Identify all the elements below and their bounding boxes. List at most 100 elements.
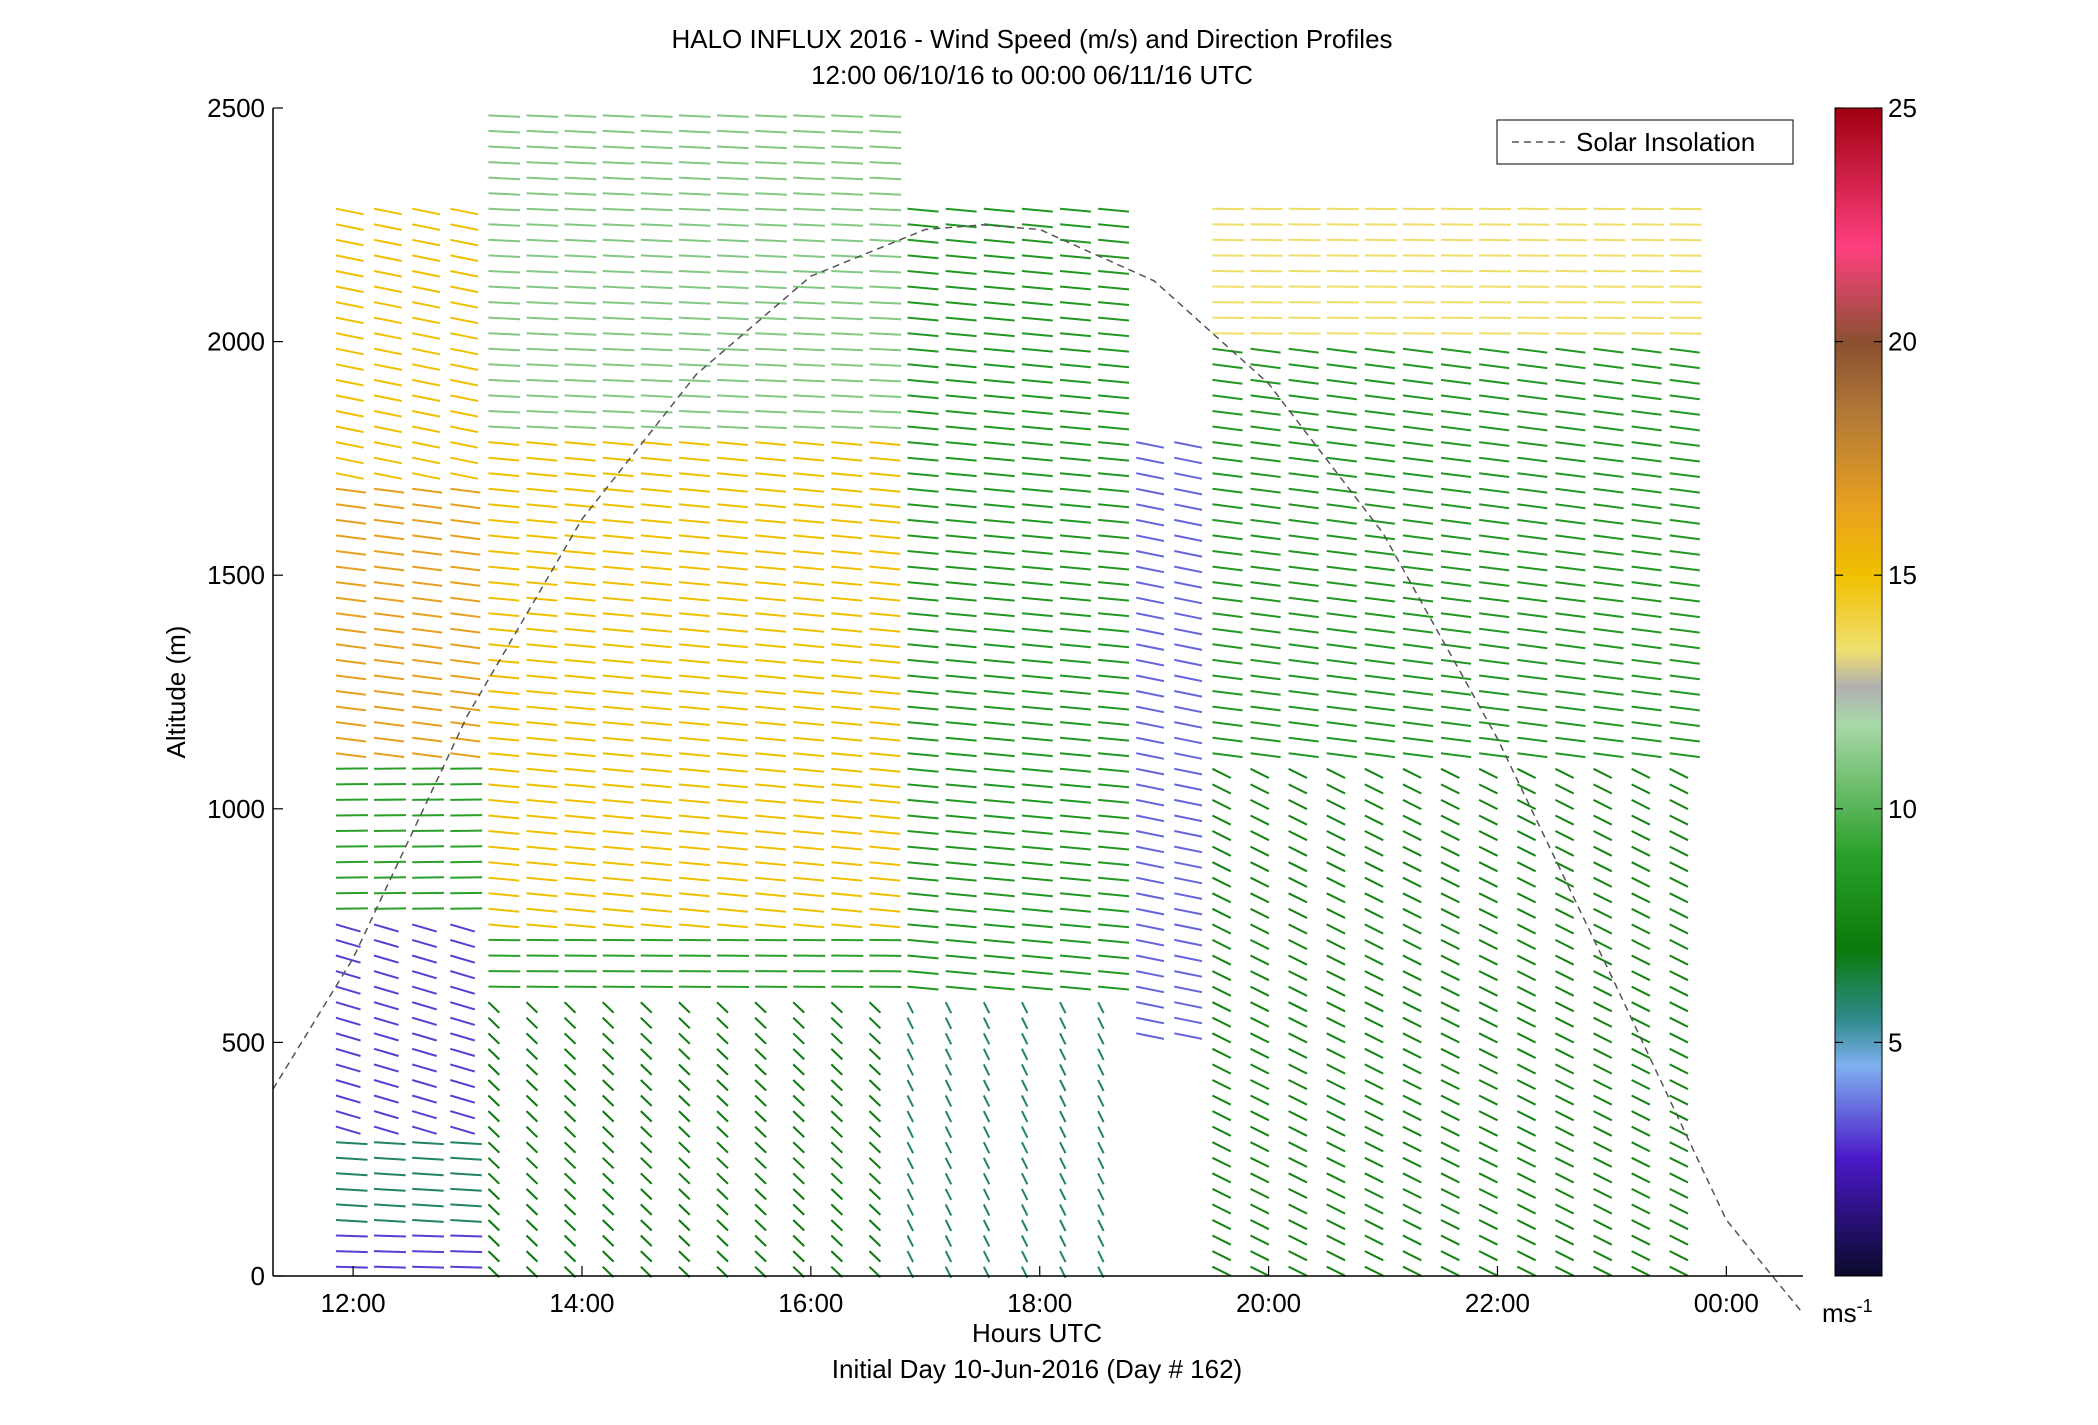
wind-barb — [906, 1219, 914, 1232]
wind-barb — [945, 347, 977, 353]
wind-barb — [1288, 581, 1319, 587]
wind-barb — [1631, 736, 1662, 743]
wind-barb — [945, 830, 977, 835]
wind-barb — [1098, 674, 1130, 680]
wind-barb — [1021, 658, 1053, 664]
wind-barb — [1059, 658, 1091, 664]
wind-barb — [868, 1188, 882, 1201]
wind-barb — [1555, 394, 1586, 401]
wind-barb — [1136, 907, 1165, 916]
wind-barb — [945, 534, 977, 540]
wind-barb — [1631, 612, 1662, 619]
wind-barb — [1059, 378, 1091, 384]
wind-barb — [716, 534, 748, 540]
wind-barb — [1593, 550, 1624, 556]
wind-barb — [945, 674, 977, 680]
wind-barb — [1593, 690, 1624, 696]
wind-barb — [1021, 1001, 1029, 1014]
wind-barb — [793, 425, 825, 430]
wind-barb — [792, 1032, 805, 1045]
wind-barb — [412, 472, 441, 480]
wind-barb — [412, 627, 443, 634]
wind-barb — [831, 596, 863, 602]
wind-barb — [1402, 1047, 1422, 1059]
wind-barb — [1211, 1047, 1232, 1059]
wind-barb — [640, 1001, 653, 1014]
wind-barb — [1364, 674, 1396, 681]
wind-barb — [411, 1094, 437, 1104]
wind-barb — [1440, 425, 1472, 432]
wind-barb — [1059, 1032, 1067, 1045]
wind-barb — [1364, 347, 1396, 354]
wind-barb — [982, 1188, 991, 1201]
wind-barb — [869, 161, 902, 165]
wind-barb — [983, 798, 1015, 804]
wind-barb — [716, 270, 749, 274]
wind-barb — [412, 1156, 444, 1161]
wind-barb — [1631, 876, 1651, 888]
wind-barb — [1554, 1234, 1575, 1246]
wind-barb — [335, 503, 367, 510]
wind-barb — [1059, 347, 1091, 353]
wind-barb — [1593, 1141, 1613, 1153]
wind-barb — [373, 596, 405, 603]
wind-barb — [1098, 332, 1130, 338]
wind-barb — [1631, 1234, 1651, 1246]
wind-barb — [1250, 565, 1281, 572]
wind-barb — [678, 1234, 691, 1247]
wind-barb — [716, 1016, 729, 1030]
wind-barb — [831, 301, 864, 305]
wind-barb — [793, 456, 825, 462]
wind-barb — [945, 410, 977, 415]
wind-barb — [487, 1141, 500, 1154]
wind-barb — [1288, 550, 1319, 556]
wind-barb — [1326, 783, 1346, 795]
wind-barb — [1593, 565, 1624, 572]
wind-barb — [1136, 518, 1165, 527]
wind-barb — [906, 1203, 914, 1216]
wind-barb — [1669, 441, 1700, 447]
wind-barb — [335, 425, 364, 434]
wind-barb — [1326, 596, 1357, 603]
wind-barb — [564, 285, 597, 290]
wind-barb — [1136, 1016, 1165, 1025]
wind-barb — [1402, 1141, 1422, 1153]
wind-barb — [944, 1017, 953, 1030]
wind-barb — [1021, 721, 1053, 726]
wind-barb — [869, 581, 901, 586]
wind-barb — [1478, 845, 1498, 857]
wind-barb — [907, 285, 939, 291]
wind-barb — [640, 378, 673, 383]
wind-barb — [1211, 1234, 1232, 1246]
wind-barb — [869, 658, 901, 664]
wind-barb — [945, 954, 977, 960]
wind-barb — [831, 907, 863, 913]
wind-barb — [1021, 285, 1053, 291]
wind-barb — [678, 316, 711, 321]
wind-barb — [373, 1203, 406, 1208]
wind-barb — [1021, 1250, 1029, 1263]
wind-barb — [1478, 581, 1510, 587]
wind-barb — [1669, 347, 1700, 354]
wind-barb — [1478, 627, 1510, 634]
wind-barb — [755, 581, 787, 586]
wind-barb — [1211, 939, 1232, 950]
wind-barb — [1326, 861, 1346, 873]
wind-barb — [640, 1203, 653, 1216]
wind-barb — [945, 783, 977, 789]
wind-barb — [602, 534, 634, 540]
wind-barb — [1402, 1203, 1422, 1215]
wind-barb — [983, 690, 1015, 695]
wind-barb — [1174, 845, 1203, 854]
wind-barb — [1174, 954, 1203, 963]
wind-barb — [1326, 736, 1357, 743]
wind-barb — [755, 721, 787, 726]
wind-barb — [488, 518, 520, 524]
wind-barb — [945, 207, 977, 213]
wind-barb — [945, 767, 977, 773]
wind-barb — [1059, 394, 1091, 400]
wind-barb — [1554, 1141, 1575, 1153]
wind-barb — [564, 674, 596, 680]
wind-barb — [868, 1219, 882, 1232]
wind-barb — [793, 161, 825, 165]
